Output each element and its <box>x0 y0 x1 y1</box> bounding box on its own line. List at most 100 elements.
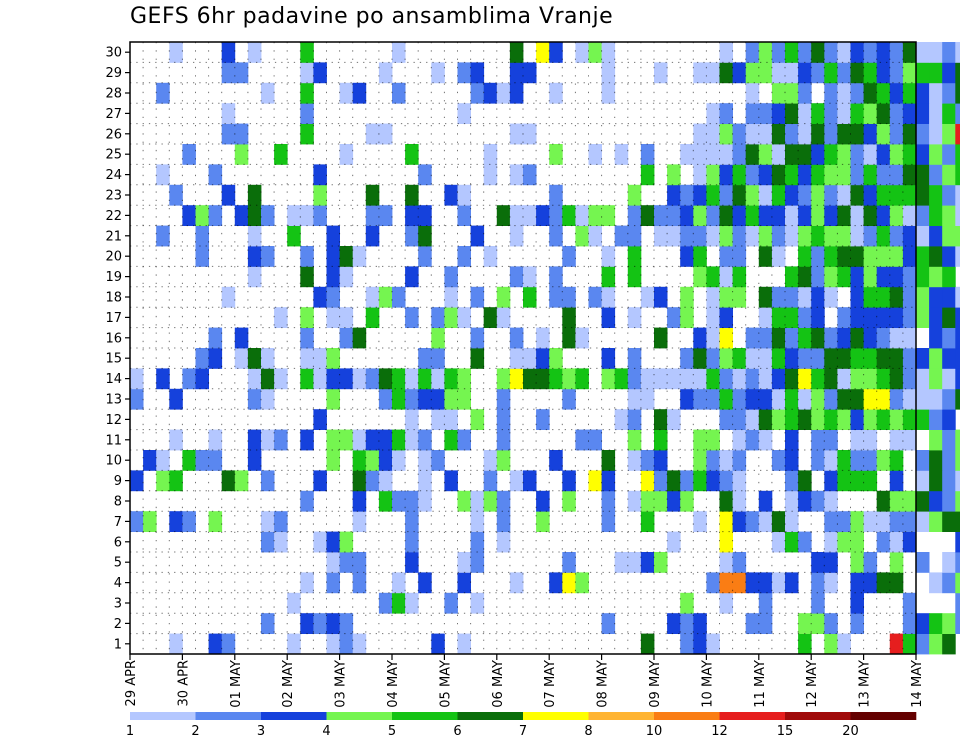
precip-cell <box>588 205 602 226</box>
precip-cell <box>693 62 707 84</box>
precip-cell <box>418 368 432 390</box>
precip-cell <box>798 613 812 634</box>
precip-cell <box>247 388 262 410</box>
precip-cell <box>706 368 720 390</box>
precip-cell <box>221 470 236 492</box>
precip-cell <box>156 368 170 390</box>
precip-cell <box>771 225 786 247</box>
precip-cell <box>837 388 851 410</box>
precip-cell <box>247 368 262 390</box>
precip-cell <box>706 184 720 206</box>
precip-cell <box>942 62 956 84</box>
precip-cell <box>824 144 838 165</box>
precip-cell <box>824 246 838 267</box>
precip-cell <box>929 633 943 655</box>
precip-cell <box>719 225 733 247</box>
precip-cell <box>942 470 956 492</box>
precip-cell <box>221 62 236 84</box>
precip-cell <box>247 348 262 369</box>
precip-cell <box>745 388 760 410</box>
precip-cell <box>863 429 878 451</box>
precip-cell <box>496 368 511 390</box>
y-axis: 1234567891011121314151617181920212223242… <box>105 46 130 652</box>
precip-cell <box>719 409 733 430</box>
precip-cell <box>549 82 563 104</box>
precip-cell <box>496 205 511 226</box>
precip-cell <box>392 429 406 451</box>
precip-cell <box>929 348 943 369</box>
precip-cell <box>418 429 432 451</box>
precip-cell <box>156 450 170 471</box>
precip-cell <box>640 511 655 532</box>
y-tick-label: 19 <box>105 270 122 285</box>
precip-cell <box>771 184 786 206</box>
precip-cell <box>706 144 720 165</box>
precip-cell <box>326 531 340 553</box>
precip-cell <box>418 572 432 594</box>
precip-cell <box>640 490 655 512</box>
precip-cell <box>785 205 799 226</box>
precip-cell <box>916 511 930 532</box>
y-tick-label: 27 <box>105 107 122 122</box>
precip-cell <box>732 164 747 186</box>
precip-cell <box>902 409 917 430</box>
precip-cell <box>811 42 825 63</box>
precip-cell <box>902 388 917 410</box>
precip-cell <box>798 225 812 247</box>
precip-cell <box>654 368 668 390</box>
precip-cell <box>549 348 563 369</box>
precip-cell <box>247 205 262 226</box>
precip-cell <box>837 470 851 492</box>
precip-cell <box>863 225 878 247</box>
precip-cell <box>889 409 904 430</box>
precip-cell <box>902 368 917 390</box>
precip-cell <box>706 164 720 186</box>
precip-cell <box>221 633 236 655</box>
y-tick-label: 4 <box>114 576 122 591</box>
precip-cell <box>824 511 838 532</box>
precip-cell <box>837 511 851 532</box>
precip-cell <box>955 613 960 634</box>
precip-cell <box>824 531 838 553</box>
precip-cell <box>261 613 275 634</box>
precip-cell <box>955 246 960 267</box>
precip-cell <box>313 531 327 553</box>
precip-cell <box>352 246 367 267</box>
precip-cell <box>654 286 668 308</box>
precip-cell <box>234 470 249 492</box>
precip-cell <box>732 123 747 145</box>
heatmap-cells <box>130 42 960 655</box>
precip-cell <box>392 42 406 63</box>
precip-cell <box>785 164 799 186</box>
precip-cell <box>889 164 904 186</box>
precip-cell <box>208 348 223 369</box>
x-tick-label: 14 MAY <box>910 660 925 708</box>
precip-cell <box>811 225 825 247</box>
x-tick-label: 03 MAY <box>334 660 349 708</box>
precip-cell <box>378 388 393 410</box>
precip-cell <box>496 490 511 512</box>
precip-cell <box>654 552 668 573</box>
precip-cell <box>758 62 773 84</box>
precip-cell <box>745 123 760 145</box>
precip-cell <box>837 348 851 369</box>
precip-cell <box>863 470 878 492</box>
precip-cell <box>837 531 851 553</box>
precip-cell <box>771 368 786 390</box>
y-tick-label: 28 <box>105 87 122 102</box>
precip-cell <box>850 572 864 594</box>
colorbar-level-label: 10 <box>646 724 663 739</box>
precip-cell <box>732 429 747 451</box>
precip-cell <box>509 205 524 226</box>
precip-cell <box>234 205 249 226</box>
precip-cell <box>392 82 406 104</box>
precip-cell <box>916 205 930 226</box>
precip-cell <box>889 205 904 226</box>
precip-cell <box>221 184 236 206</box>
y-tick-label: 24 <box>105 168 122 183</box>
precip-cell <box>916 633 930 655</box>
precip-cell <box>889 511 904 532</box>
precip-cell <box>719 490 733 512</box>
precip-cell <box>955 511 960 532</box>
precip-cell <box>509 266 524 288</box>
